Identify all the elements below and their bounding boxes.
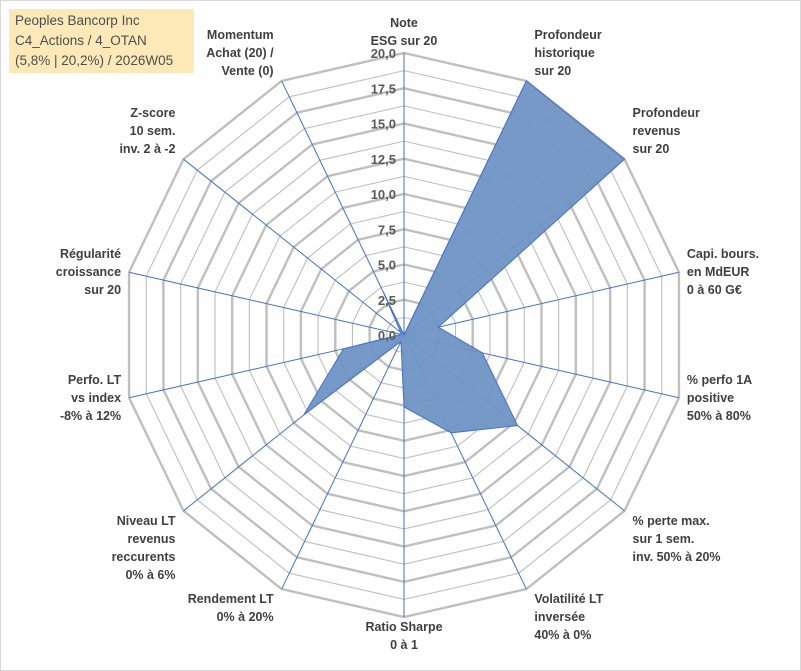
tick-label: 17,5	[371, 81, 396, 96]
axis-label-line: 10 sem.	[130, 124, 176, 138]
axis-label: % perfo 1A positive 50% à 80%	[687, 373, 752, 423]
axis-label-line: Note	[390, 16, 418, 30]
axis-label-line: Profondeur	[534, 28, 601, 42]
axis-label-line: sur 20	[534, 64, 571, 78]
axis-label: % perte max. sur 1 sem. inv. 50% à 20%	[633, 514, 721, 564]
axis-label-line: revenus	[128, 532, 176, 546]
axis-label-line: croissance	[56, 265, 121, 279]
axis-label-line: Achat (20) /	[206, 46, 274, 60]
tick-label: 7,5	[378, 222, 396, 237]
axis-label-line: 0% à 6%	[125, 568, 175, 582]
axis-label-line: Perfo. LT	[68, 373, 122, 387]
portfolio-label: C4_Actions / 4_OTAN	[15, 33, 147, 48]
axis-label-line: historique	[534, 46, 594, 60]
axis-spoke	[281, 334, 405, 590]
axis-label-line: Ratio Sharpe	[365, 620, 442, 634]
axis-label: Profondeur revenus sur 20	[633, 106, 700, 156]
axis-label-line: Vente (0)	[221, 64, 273, 78]
axis-spoke	[183, 158, 405, 336]
axis-label: Ratio Sharpe 0 à 1	[365, 620, 442, 652]
axis-label-line: vs index	[71, 391, 121, 405]
axis-label-line: Capi. bours.	[687, 247, 759, 261]
axis-label-line: 40% à 0%	[534, 628, 591, 642]
axis-label-line: % perfo 1A	[687, 373, 752, 387]
axis-label: Momentum Achat (20) / Vente (0)	[206, 28, 274, 78]
company-name: Peoples Bancorp Inc	[15, 13, 140, 28]
axis-label-line: 50% à 80%	[687, 409, 751, 423]
axis-label-line: 0 à 1	[390, 638, 418, 652]
axis-label-line: Régularité	[60, 247, 121, 261]
tick-label: 15,0	[371, 117, 396, 132]
tick-label: 20,0	[371, 46, 396, 61]
tick-label: 12,5	[371, 152, 396, 167]
axis-label-line: Volatilité LT	[534, 592, 603, 606]
axis-label-line: reccurents	[112, 550, 176, 564]
axis-label-line: sur 1 sem.	[633, 532, 695, 546]
axis-label-line: 0% à 20%	[217, 610, 274, 624]
tick-label: 2,5	[378, 293, 396, 308]
axis-label-line: Z-score	[130, 106, 175, 120]
axis-label-line: en MdEUR	[687, 265, 750, 279]
tick-label: 5,0	[378, 258, 396, 273]
tick-label: 10,0	[371, 187, 396, 202]
axis-label-line: positive	[687, 391, 734, 405]
axis-label-line: % perte max.	[633, 514, 710, 528]
axis-label: Niveau LT revenus reccurents 0% à 6%	[112, 514, 176, 582]
axis-label: Profondeur historique sur 20	[534, 28, 601, 78]
axis-label: Volatilité LT inversée 40% à 0%	[534, 592, 603, 642]
chart-title-box: Peoples Bancorp Inc C4_Actions / 4_OTAN …	[9, 9, 194, 73]
axis-label-line: sur 20	[84, 283, 121, 297]
axis-label: Z-score 10 sem. inv. 2 à -2	[119, 106, 175, 156]
axis-label-line: inv. 2 à -2	[119, 142, 175, 156]
axis-label-line: Rendement LT	[188, 592, 274, 606]
axis-spoke	[403, 271, 680, 336]
axis-label-line: Momentum	[207, 28, 274, 42]
axis-label-line: -8% à 12%	[60, 409, 121, 423]
axis-label-line: ESG sur 20	[371, 34, 438, 48]
axis-label-line: revenus	[633, 124, 681, 138]
axis-label: Perfo. LT vs index -8% à 12%	[60, 373, 122, 423]
axis-label-line: sur 20	[633, 142, 670, 156]
axis-label-line: Niveau LT	[117, 514, 176, 528]
axis-label-line: inversée	[534, 610, 585, 624]
period-label: (5,8% | 20,2%) / 2026W05	[15, 53, 174, 68]
axis-spoke	[128, 271, 405, 336]
axis-label: Note ESG sur 20	[371, 16, 438, 48]
axis-label-line: inv. 50% à 20%	[633, 550, 721, 564]
axis-label: Capi. bours. en MdEUR 0 à 60 G€	[687, 247, 759, 297]
tick-label: 0,0	[378, 328, 396, 343]
axis-label-line: 0 à 60 G€	[687, 283, 742, 297]
axis-label-line: Profondeur	[633, 106, 700, 120]
axis-label: Régularité croissance sur 20	[56, 247, 121, 297]
axis-label: Rendement LT 0% à 20%	[188, 592, 274, 624]
